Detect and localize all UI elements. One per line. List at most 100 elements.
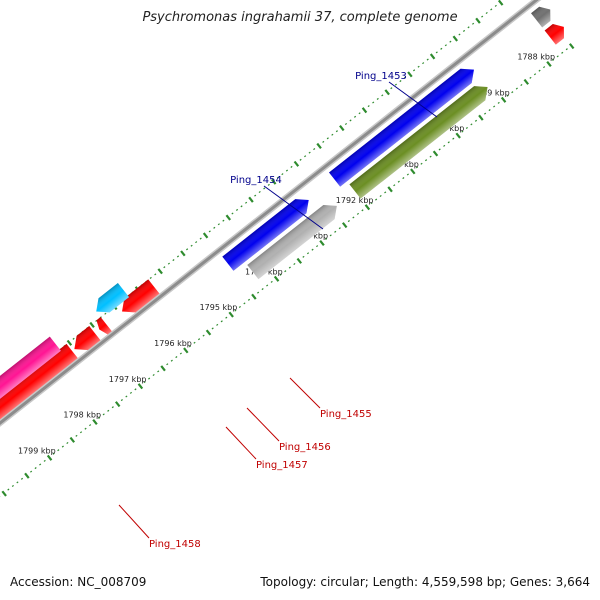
tick-mark [167, 262, 170, 265]
tick-mark [148, 377, 151, 380]
tick-mark [166, 363, 169, 366]
tick-mark [125, 395, 128, 398]
tick-mark [390, 87, 393, 90]
gene-label[interactable]: Ping_1453 [355, 71, 407, 82]
tick-mark [279, 273, 282, 276]
tick-mark [493, 105, 496, 108]
tick-mark [316, 245, 319, 248]
tick-mark [267, 183, 270, 186]
gene-arrow [0, 336, 61, 463]
tick-mark [240, 205, 243, 208]
accession-text: Accession: NC_008709 [10, 575, 147, 589]
tick-mark [568, 43, 575, 50]
tick-mark [208, 230, 211, 233]
tick-mark [52, 452, 55, 455]
tick-mark [352, 216, 355, 219]
tick-mark [39, 463, 42, 466]
gene-label[interactable]: Ping_1457 [256, 460, 308, 471]
tick-mark [79, 431, 83, 434]
tick-mark [225, 214, 232, 221]
gene-label-leader [263, 185, 324, 230]
tick-mark [311, 248, 314, 251]
tick-mark [95, 319, 98, 322]
gene-arrow [96, 317, 112, 335]
tick-mark [261, 288, 264, 291]
tick-mark [347, 220, 350, 223]
tick-mark [415, 166, 419, 169]
tick-mark [134, 388, 137, 391]
tick-mark [302, 255, 305, 258]
tick-mark [490, 8, 493, 11]
tick-mark [61, 445, 64, 448]
tick-mark [424, 159, 428, 162]
tick-mark [308, 151, 311, 154]
tick-mark [143, 381, 146, 384]
tick-mark [24, 472, 30, 479]
gene-label-leader [388, 81, 438, 118]
tick-mark [296, 257, 303, 264]
tick-mark [7, 488, 10, 491]
tick-mark [195, 241, 198, 244]
tick-mark [426, 58, 429, 61]
tick-mark [384, 191, 387, 194]
gene-label[interactable]: Ping_1454 [230, 175, 282, 186]
tick-mark [157, 268, 163, 275]
tick-mark [89, 321, 95, 328]
tick-mark [326, 137, 329, 140]
tick-mark [92, 418, 98, 426]
tick-mark [379, 194, 382, 198]
gene-label[interactable]: Ping_1455 [320, 409, 372, 420]
tick-mark [538, 69, 541, 72]
tick-mark [461, 130, 464, 133]
tick-mark [452, 137, 455, 140]
kbp-label: 1798 kbp [63, 411, 101, 420]
gene-label[interactable]: Ping_1456 [279, 442, 331, 453]
tick-mark [157, 370, 160, 373]
tick-mark [185, 248, 189, 251]
tick-mark [465, 126, 468, 129]
tick-mark [370, 202, 373, 205]
tick-mark [367, 105, 370, 108]
tick-mark [248, 196, 254, 203]
tick-mark [197, 338, 201, 341]
tick-mark [556, 55, 559, 58]
gene-arrow [222, 199, 309, 271]
tick-mark [339, 125, 345, 132]
tick-mark [43, 459, 46, 462]
tick-mark [475, 17, 481, 24]
tick-mark [251, 293, 257, 300]
tick-mark [452, 35, 459, 42]
kbp-label: 1792 kbp [336, 196, 374, 205]
tick-mark [154, 273, 157, 276]
tick-mark [316, 142, 322, 149]
tick-mark [285, 169, 289, 172]
tick-mark [313, 148, 316, 151]
tick-mark [319, 239, 325, 247]
tick-mark [458, 33, 461, 36]
gene-label[interactable]: Ping_1458 [149, 539, 201, 550]
tick-mark [281, 173, 284, 176]
tick-mark [235, 208, 239, 211]
tick-mark [449, 40, 452, 43]
gene-arrow [349, 86, 488, 199]
tick-mark [102, 413, 105, 416]
gene-arrow [329, 68, 474, 187]
gene-arrow [531, 6, 551, 28]
tick-mark [20, 477, 24, 480]
tick-mark [488, 109, 491, 112]
tick-mark [211, 327, 214, 330]
genome-title: Psychromonas ingrahamii 37, complete gen… [142, 10, 458, 25]
tick-mark [394, 83, 397, 86]
gene-arrow-shade [0, 336, 61, 463]
tick-mark [497, 0, 504, 6]
tick-mark [353, 115, 357, 118]
tick-mark [472, 22, 475, 25]
tick-mark [440, 47, 443, 50]
tick-mark [172, 259, 175, 262]
tick-mark [417, 65, 420, 68]
tick-mark [329, 234, 332, 237]
tick-mark [335, 130, 338, 133]
gene-arrow-shade [247, 204, 337, 280]
tick-mark [358, 112, 361, 115]
